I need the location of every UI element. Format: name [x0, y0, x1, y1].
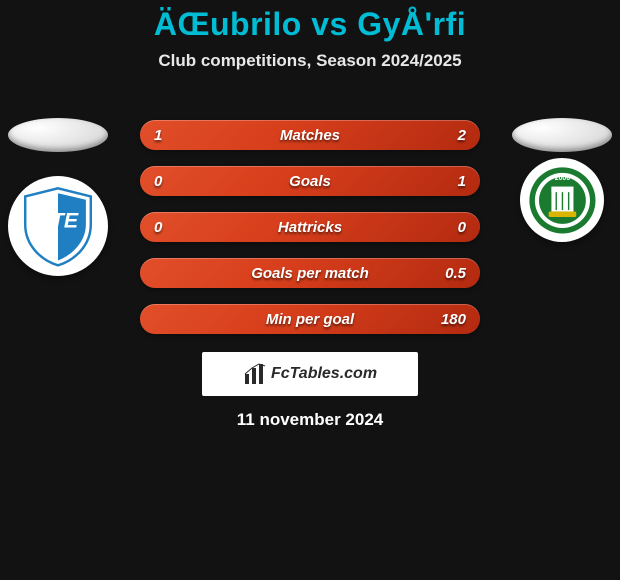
brand-text: FcTables.com — [271, 365, 377, 383]
stat-bar: 0Goals1 — [140, 166, 480, 196]
stat-right-value: 180 — [441, 304, 466, 334]
stat-label: Hattricks — [140, 212, 480, 242]
stat-right-value: 2 — [458, 120, 466, 150]
stat-bar: 1Matches2 — [140, 120, 480, 150]
stat-label: Goals — [140, 166, 480, 196]
stat-label: Matches — [140, 120, 480, 150]
stat-label: Min per goal — [140, 304, 480, 334]
stat-bar: Min per goal180 — [140, 304, 480, 334]
bar-chart-icon — [243, 362, 267, 386]
stat-bar: Goals per match0.5 — [140, 258, 480, 288]
stat-right-value: 0.5 — [445, 258, 466, 288]
stat-right-value: 0 — [458, 212, 466, 242]
page-subtitle: Club competitions, Season 2024/2025 — [0, 51, 620, 71]
date-text: 11 november 2024 — [0, 410, 620, 430]
page-title: ÄŒubrilo vs GyÅ'rfi — [0, 0, 620, 43]
stat-label: Goals per match — [140, 258, 480, 288]
stat-right-value: 1 — [458, 166, 466, 196]
stat-bar: 0Hattricks0 — [140, 212, 480, 242]
stats-panel: 1Matches20Goals10Hattricks0Goals per mat… — [0, 120, 620, 334]
brand-badge[interactable]: FcTables.com — [202, 352, 418, 396]
